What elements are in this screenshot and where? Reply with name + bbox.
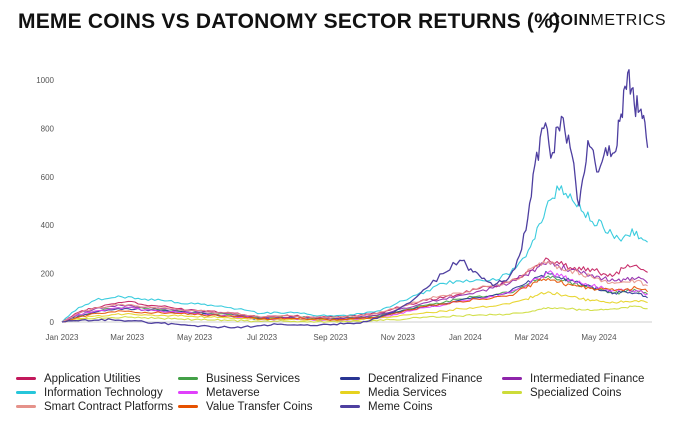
y-tick-label: 800 [41, 124, 55, 133]
y-tick-label: 1000 [36, 76, 54, 85]
chart-title: MEME COINS VS DATONOMY SECTOR RETURNS (%… [18, 10, 561, 33]
series-line-specialized-coins [61, 305, 648, 323]
x-tick-label: May 2024 [581, 333, 617, 342]
y-tick-label: 200 [41, 270, 55, 279]
legend-label: Meme Coins [368, 400, 433, 413]
legend-label: Business Services [206, 372, 300, 385]
y-tick-label: 0 [50, 318, 55, 327]
series-line-metaverse [61, 270, 648, 323]
legend-item[interactable]: Business Services [178, 372, 340, 385]
chart-legend: Application Utilities Business Services De… [16, 372, 672, 413]
legend-label: Smart Contract Platforms [44, 400, 174, 413]
legend-item[interactable]: Value Transfer Coins [178, 400, 340, 413]
legend-item[interactable]: Application Utilities [16, 372, 178, 385]
series-line-media-services [61, 291, 648, 323]
legend-label: Media Services [368, 386, 447, 399]
legend-label: Decentralized Finance [368, 372, 483, 385]
legend-label: Metaverse [206, 386, 260, 399]
y-tick-label: 400 [41, 221, 55, 230]
legend-swatch [340, 377, 360, 380]
legend-swatch [16, 391, 36, 394]
legend-swatch [16, 377, 36, 380]
legend-swatch [16, 405, 36, 408]
legend-swatch [178, 377, 198, 380]
legend-label: Intermediated Finance [530, 372, 645, 385]
y-tick-label: 600 [41, 173, 55, 182]
legend-swatch [502, 377, 522, 380]
legend-label: Specialized Coins [530, 386, 622, 399]
coinmetrics-logo: COINMETRICS [549, 12, 667, 30]
series-line-smart-contract-platforms [61, 260, 648, 323]
x-tick-label: Jan 2023 [46, 333, 79, 342]
legend-item[interactable]: Meme Coins [340, 400, 502, 413]
legend-swatch [502, 391, 522, 394]
legend-item[interactable]: Intermediated Finance [502, 372, 672, 385]
legend-swatch [178, 391, 198, 394]
x-tick-label: Sep 2023 [313, 333, 348, 342]
legend-item[interactable]: Smart Contract Platforms [16, 400, 178, 413]
legend-item[interactable]: Metaverse [178, 386, 340, 399]
legend-label: Value Transfer Coins [206, 400, 313, 413]
x-tick-label: May 2023 [177, 333, 213, 342]
legend-label: Information Technology [44, 386, 163, 399]
x-tick-label: Mar 2023 [110, 333, 144, 342]
legend-item[interactable]: Decentralized Finance [340, 372, 502, 385]
line-chart: 0 200 400 600 800 1000 Jan 2023 Mar 2023 May 202… [36, 69, 652, 342]
brand-light: METRICS [590, 12, 666, 29]
legend-swatch [340, 405, 360, 408]
x-tick-label: Mar 2024 [515, 333, 549, 342]
series-line-information-technology [61, 185, 648, 323]
x-tick-label: Jan 2024 [449, 333, 482, 342]
x-tick-label: Jul 2023 [247, 333, 278, 342]
series-line-meme-coins [61, 69, 649, 329]
legend-item[interactable]: Specialized Coins [502, 386, 672, 399]
x-tick-label: Nov 2023 [381, 333, 416, 342]
legend-item[interactable]: Information Technology [16, 386, 178, 399]
legend-swatch [178, 405, 198, 408]
legend-item[interactable]: Media Services [340, 386, 502, 399]
legend-label: Application Utilities [44, 372, 141, 385]
brand-bold: COIN [548, 12, 591, 29]
legend-swatch [340, 391, 360, 394]
